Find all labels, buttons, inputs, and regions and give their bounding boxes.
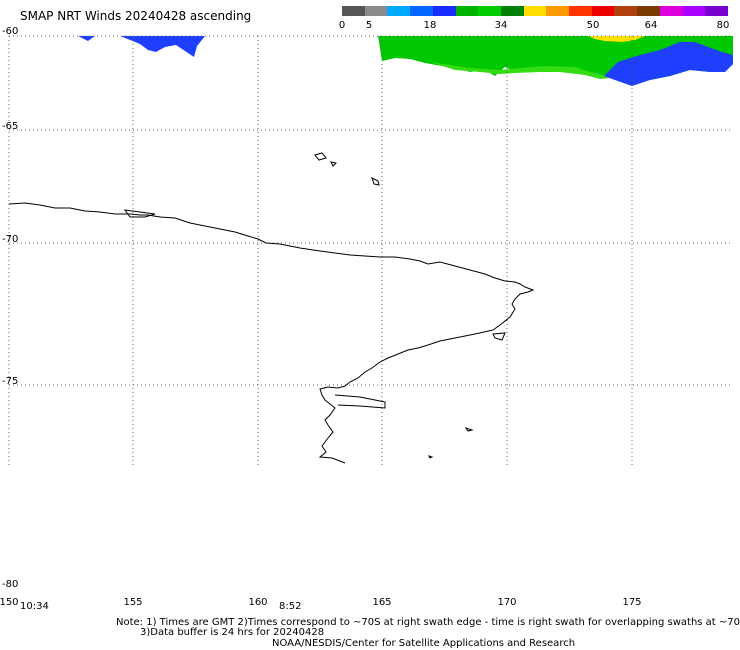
colorbar-segment (637, 6, 660, 16)
lat-label: -65 (2, 121, 19, 132)
colorbar-label: 0 (338, 20, 346, 31)
wind-speed-colorbar (342, 6, 728, 16)
coastline-icon (8, 202, 535, 464)
lon-label: 160 (248, 597, 268, 608)
colorbar-label: 18 (423, 20, 437, 31)
swath-time-label: 10:34 (20, 601, 49, 612)
island-icon (314, 152, 474, 459)
colorbar-label: 50 (586, 20, 600, 31)
colorbar-segment (659, 6, 683, 16)
note-line-1: Note: 1) Times are GMT 2)Times correspon… (116, 617, 740, 628)
colorbar-segment (614, 6, 638, 16)
wind-swath-green-edge (690, 36, 733, 50)
wind-swath-blue-patch (78, 36, 95, 41)
wind-swath-blue-patch (120, 36, 205, 57)
colorbar-segment (387, 6, 411, 16)
note-line-3: NOAA/NESDIS/Center for Satellite Applica… (272, 638, 576, 649)
colorbar-segment (682, 6, 706, 16)
lon-label: 155 (123, 597, 143, 608)
lat-label: -60 (2, 26, 19, 37)
colorbar-segment (478, 6, 501, 16)
lon-label: 170 (497, 597, 517, 608)
wind-swath-lightgreen-band (430, 62, 610, 79)
map-graticule (8, 35, 733, 465)
wind-swath-left (78, 36, 205, 57)
swath-time-label: 8:52 (279, 601, 302, 612)
colorbar-segment (546, 6, 570, 16)
colorbar-segment (455, 6, 479, 16)
lon-label: 165 (372, 597, 392, 608)
colorbar-segment (364, 6, 388, 16)
colorbar-segment (523, 6, 547, 16)
lon-label: 175 (622, 597, 642, 608)
colorbar-segment (705, 6, 728, 16)
wind-swath-blue-patch (604, 42, 733, 86)
colorbar-segment (342, 6, 365, 16)
lat-label: -80 (2, 579, 19, 590)
colorbar-label: 34 (494, 20, 508, 31)
colorbar-segment (432, 6, 456, 16)
map-title: SMAP NRT Winds 20240428 ascending (20, 9, 252, 23)
lat-label: -70 (2, 234, 19, 245)
wind-swath-yellow-patch (588, 36, 645, 42)
note-line-2: 3)Data buffer is 24 hrs for 20240428 (140, 627, 325, 638)
colorbar-label: 5 (365, 20, 373, 31)
colorbar-label: 64 (644, 20, 658, 31)
colorbar-label: 80 (716, 20, 730, 31)
colorbar-segment (569, 6, 592, 16)
colorbar-segment (500, 6, 524, 16)
lat-label: -75 (2, 376, 19, 387)
colorbar-segment (591, 6, 615, 16)
lon-label: 150 (0, 597, 19, 608)
colorbar-segment (410, 6, 433, 16)
wind-swath-right (378, 36, 733, 86)
